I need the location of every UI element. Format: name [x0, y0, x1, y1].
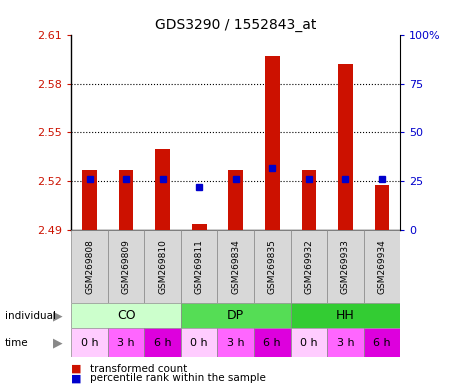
- Text: percentile rank within the sample: percentile rank within the sample: [90, 373, 265, 383]
- Bar: [71, 328, 107, 357]
- Bar: [326, 328, 363, 357]
- Bar: [71, 230, 107, 303]
- Bar: [290, 328, 326, 357]
- Bar: [180, 303, 290, 328]
- Text: 6 h: 6 h: [263, 338, 280, 348]
- Bar: [155, 149, 169, 230]
- Text: DP: DP: [227, 310, 244, 322]
- Text: ■: ■: [71, 373, 82, 383]
- Text: 3 h: 3 h: [336, 338, 353, 348]
- Bar: [107, 230, 144, 303]
- Text: time: time: [5, 338, 28, 348]
- Bar: [264, 56, 279, 230]
- Text: GSM269932: GSM269932: [304, 240, 313, 294]
- Text: individual: individual: [5, 311, 56, 321]
- Bar: [301, 170, 315, 230]
- Bar: [107, 328, 144, 357]
- Bar: [290, 230, 326, 303]
- Text: HH: HH: [335, 310, 354, 322]
- Text: 3 h: 3 h: [226, 338, 244, 348]
- Title: GDS3290 / 1552843_at: GDS3290 / 1552843_at: [155, 18, 316, 32]
- Text: GSM269934: GSM269934: [376, 240, 386, 294]
- Bar: [180, 328, 217, 357]
- Text: GSM269808: GSM269808: [85, 240, 94, 294]
- Bar: [374, 185, 388, 230]
- Bar: [290, 303, 399, 328]
- Bar: [363, 328, 399, 357]
- Bar: [191, 224, 206, 230]
- Text: 3 h: 3 h: [117, 338, 134, 348]
- Bar: [144, 230, 180, 303]
- Bar: [217, 328, 253, 357]
- Bar: [337, 64, 352, 230]
- Bar: [228, 170, 242, 230]
- Text: transformed count: transformed count: [90, 364, 186, 374]
- Bar: [217, 230, 253, 303]
- Text: GSM269809: GSM269809: [121, 240, 130, 294]
- Text: ▶: ▶: [52, 336, 62, 349]
- Text: GSM269810: GSM269810: [158, 240, 167, 294]
- Text: GSM269933: GSM269933: [340, 240, 349, 294]
- Text: 6 h: 6 h: [153, 338, 171, 348]
- Bar: [82, 170, 97, 230]
- Text: 0 h: 0 h: [81, 338, 98, 348]
- Bar: [253, 230, 290, 303]
- Bar: [253, 328, 290, 357]
- Text: ▶: ▶: [52, 310, 62, 322]
- Text: 0 h: 0 h: [299, 338, 317, 348]
- Text: 6 h: 6 h: [372, 338, 390, 348]
- Bar: [326, 230, 363, 303]
- Text: 0 h: 0 h: [190, 338, 207, 348]
- Bar: [363, 230, 399, 303]
- Text: ■: ■: [71, 364, 82, 374]
- Bar: [118, 170, 133, 230]
- Bar: [180, 230, 217, 303]
- Bar: [71, 303, 180, 328]
- Text: GSM269834: GSM269834: [231, 240, 240, 294]
- Text: GSM269835: GSM269835: [267, 240, 276, 294]
- Text: GSM269811: GSM269811: [194, 240, 203, 294]
- Bar: [144, 328, 180, 357]
- Text: CO: CO: [117, 310, 135, 322]
